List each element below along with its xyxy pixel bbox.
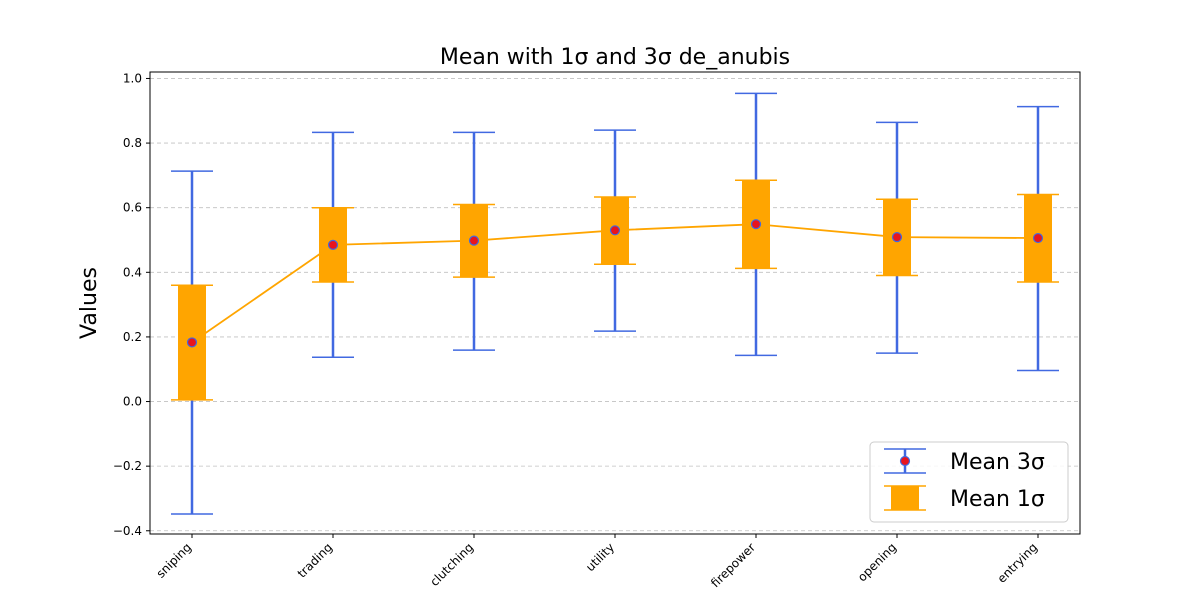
- y-tick-label: −0.4: [113, 524, 142, 538]
- mean-marker: [891, 231, 903, 243]
- mean-marker: [1032, 232, 1044, 244]
- y-tick-label: 0.2: [123, 330, 142, 344]
- legend-mean-marker: [899, 455, 911, 467]
- y-tick-label: 0.8: [123, 136, 142, 150]
- y-tick-label: 1.0: [123, 71, 142, 85]
- legend: Mean 3σ Mean 1σ: [869, 441, 1069, 523]
- x-tick-label: opening: [855, 540, 899, 584]
- x-tick-label: clutching: [427, 540, 476, 589]
- y-tick-label: 0.6: [123, 201, 142, 215]
- legend-label-sigma3: Mean 3σ: [950, 450, 1045, 475]
- chart-title: Mean with 1σ and 3σ de_anubis: [440, 45, 790, 70]
- mean-marker: [327, 239, 339, 250]
- mean-marker: [186, 337, 198, 348]
- y-axis-label: Values: [77, 267, 102, 339]
- mean-marker: [468, 235, 480, 246]
- x-tick-label: firepower: [708, 540, 758, 590]
- legend-box: [869, 441, 1069, 523]
- y-tick-label: 0.0: [123, 395, 142, 409]
- legend-label-sigma1: Mean 1σ: [950, 487, 1045, 512]
- mean-marker: [750, 219, 762, 230]
- y-tick-label: 0.4: [123, 265, 142, 279]
- x-tick-label: entrying: [995, 540, 1040, 585]
- series-layer: [171, 92, 1059, 515]
- x-tick-label: sniping: [154, 540, 195, 581]
- mean-marker: [609, 225, 621, 236]
- x-tick-label: utility: [583, 540, 617, 574]
- legend-sigma1-bar: [891, 486, 919, 510]
- y-tick-label: −0.2: [113, 459, 142, 473]
- x-tick-label: trading: [295, 540, 335, 580]
